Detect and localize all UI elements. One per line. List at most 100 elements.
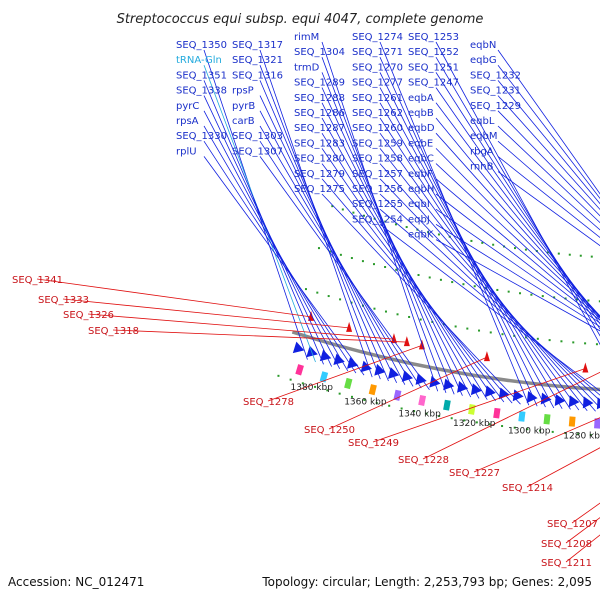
forward-gene-arrow	[319, 349, 332, 362]
ring-dot	[539, 429, 542, 432]
gene-label: SEQ_1289	[294, 78, 345, 89]
label-leader	[435, 102, 600, 321]
ring-dot	[541, 295, 544, 298]
gene-label: eqbM	[470, 131, 497, 142]
ring-dot	[470, 239, 473, 242]
label-leader	[435, 87, 600, 325]
gene-label: SEQ_1271	[352, 47, 403, 58]
ring-dot	[451, 281, 454, 284]
ring-dot	[437, 233, 440, 236]
gene-block	[443, 399, 451, 411]
label-leader	[435, 224, 600, 328]
forward-gene-arrow	[374, 363, 386, 376]
label-leader	[379, 102, 563, 409]
label-leader	[435, 132, 600, 317]
ring-dot	[384, 266, 387, 269]
label-leader	[203, 110, 341, 370]
ring-dot	[546, 251, 549, 254]
reverse-gene-label: SEQ_1333	[38, 295, 89, 306]
ring-dot	[328, 250, 331, 253]
reverse-gene-label: SEQ_1227	[449, 468, 500, 479]
label-leader	[526, 447, 600, 488]
tick-label: 1380 kbp	[291, 383, 334, 393]
ring-dot	[413, 410, 416, 413]
ring-dot	[454, 325, 457, 328]
ring-dot	[553, 296, 556, 299]
gene-label: eqbB	[408, 108, 434, 119]
ring-dot	[564, 432, 567, 435]
ring-dot	[481, 241, 484, 244]
label-leader	[497, 80, 600, 205]
ring-dot	[525, 336, 528, 339]
reverse-gene-label: SEQ_1207	[547, 519, 598, 530]
ring-dot	[587, 299, 590, 302]
ring-dot	[428, 276, 431, 279]
ring-dot	[519, 292, 522, 295]
ring-dot	[350, 395, 353, 398]
label-leader	[435, 178, 600, 319]
gene-label: tRNA-Gln	[176, 55, 222, 66]
ring-dot	[350, 301, 353, 304]
ring-dot	[575, 298, 578, 301]
ring-dot	[524, 248, 527, 251]
gene-label: SEQ_1351	[176, 70, 227, 81]
ring-dot	[536, 337, 539, 340]
label-leader	[497, 171, 600, 247]
gene-block	[393, 389, 402, 401]
genome-summary: Topology: circular; Length: 2,253,793 bp…	[261, 575, 592, 589]
accession-text: Accession: NC_012471	[8, 575, 144, 589]
label-lines	[36, 41, 600, 563]
gene-label: SEQ_1317	[232, 40, 283, 51]
tick-label: 1360 kbp	[344, 397, 387, 407]
label-leader	[321, 148, 496, 402]
label-leader	[379, 117, 571, 410]
ring-dot	[425, 412, 428, 415]
ring-dot	[501, 333, 504, 336]
ring-dot	[417, 274, 420, 277]
gene-label: SEQ_1287	[294, 123, 345, 134]
forward-gene-arrow	[484, 385, 496, 398]
ring-dot	[478, 329, 481, 332]
gene-block	[568, 416, 576, 427]
ring-dot	[590, 255, 593, 258]
gene-label: SEQ_1304	[294, 47, 345, 58]
ring-dot	[462, 283, 465, 286]
label-leader	[379, 224, 600, 392]
label-leader	[497, 64, 600, 200]
gene-label: SEQ_1350	[176, 40, 227, 51]
ring-dot	[513, 247, 516, 250]
forward-gene-arrow	[568, 395, 580, 408]
ring-dot	[475, 421, 478, 424]
ring-dot	[394, 223, 397, 226]
ring-dot	[339, 253, 342, 256]
gene-label: SEQ_1260	[352, 123, 403, 134]
ring-dot	[327, 295, 330, 298]
gene-label: SEQ_1330	[176, 131, 227, 142]
label-leader	[112, 329, 407, 343]
gene-label: SEQ_1275	[294, 184, 345, 195]
label-leader	[203, 125, 349, 372]
gene-label: SEQ_1261	[352, 93, 403, 104]
ring-dot	[361, 260, 364, 263]
label-leader	[379, 148, 588, 411]
gene-label: SEQ_1255	[352, 199, 403, 210]
gene-label: SEQ_1307	[232, 146, 283, 157]
ring-dot	[304, 288, 307, 291]
label-leader	[203, 156, 365, 376]
gene-label: SEQ_1262	[352, 108, 403, 119]
gene-block	[368, 384, 377, 396]
reverse-gene-label: SEQ_1318	[88, 326, 139, 337]
ring-dot	[572, 341, 575, 344]
ring-dot	[548, 339, 551, 342]
ring-dot	[301, 382, 304, 385]
label-leader	[497, 140, 600, 231]
ring-dot	[317, 247, 320, 250]
reverse-gene-arrow	[308, 310, 315, 321]
ring-dot	[489, 331, 492, 334]
label-leader	[36, 278, 312, 318]
gene-label: eqbF	[408, 169, 433, 180]
label-leader	[497, 95, 600, 211]
reverse-gene-arrow	[403, 336, 410, 347]
gene-label: SEQ_1247	[408, 78, 459, 89]
